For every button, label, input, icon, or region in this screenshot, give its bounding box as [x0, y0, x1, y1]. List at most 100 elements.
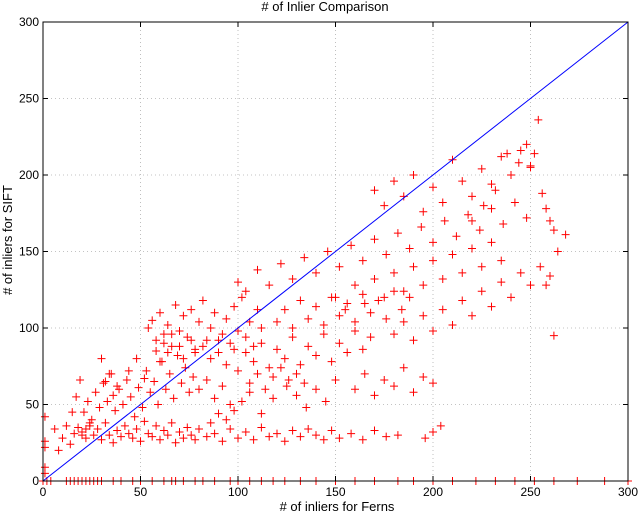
data-point [226, 424, 235, 433]
data-point [148, 316, 157, 325]
data-point [284, 376, 293, 385]
data-point [253, 265, 262, 274]
data-point [399, 317, 408, 326]
data-point [154, 400, 163, 409]
data-point [561, 230, 570, 239]
data-point [351, 385, 359, 394]
data-point [134, 383, 143, 392]
data-point [241, 287, 250, 296]
data-point [218, 437, 227, 446]
data-point [304, 424, 313, 433]
data-point [152, 346, 161, 355]
data-point [458, 177, 467, 186]
data-point [319, 435, 328, 444]
data-point [210, 308, 219, 317]
data-point [276, 259, 285, 268]
data-point [477, 287, 486, 296]
data-point [382, 314, 391, 323]
data-point [140, 374, 149, 383]
data-point [477, 164, 486, 173]
data-point [91, 388, 100, 397]
data-point [382, 250, 391, 259]
data-point [304, 342, 313, 351]
data-point [150, 377, 159, 386]
data-point [542, 281, 551, 290]
data-point [549, 226, 558, 235]
data-point [335, 339, 344, 348]
data-point [390, 268, 398, 277]
y-tick-label: 300 [19, 15, 39, 29]
data-point [218, 330, 227, 339]
data-point [195, 424, 203, 433]
data-point [101, 418, 110, 427]
data-point [40, 437, 49, 446]
data-point [265, 363, 274, 372]
data-point [93, 424, 102, 433]
data-point [380, 376, 389, 385]
data-point [360, 369, 369, 378]
data-point [105, 369, 114, 378]
data-point [122, 376, 131, 385]
data-point [118, 400, 127, 409]
data-point [195, 317, 203, 326]
data-point [226, 339, 235, 348]
data-point [273, 345, 281, 354]
data-point [526, 281, 535, 290]
data-point [510, 198, 519, 207]
data-point [269, 394, 278, 403]
data-point [187, 305, 196, 314]
data-point [89, 431, 98, 440]
reference-line-y-equals-x [42, 21, 629, 482]
data-point [409, 388, 418, 397]
data-point [282, 382, 291, 391]
chart-title: # of Inlier Comparison [261, 0, 388, 14]
data-point [237, 397, 246, 406]
data-point [526, 163, 535, 172]
data-point [249, 357, 258, 366]
data-point [202, 432, 211, 441]
data-point [436, 421, 445, 430]
data-point [534, 115, 543, 124]
data-point [230, 302, 239, 311]
data-point [366, 333, 375, 342]
data-point [136, 437, 145, 446]
data-point [230, 406, 239, 415]
data-point [522, 213, 531, 222]
data-point [452, 232, 461, 241]
data-point [280, 305, 289, 314]
data-point [273, 429, 281, 438]
data-point [161, 385, 170, 394]
data-point [468, 192, 476, 201]
data-point [341, 305, 350, 314]
data-point [438, 305, 447, 314]
data-point [304, 314, 313, 323]
data-point [468, 311, 476, 320]
data-point [300, 379, 309, 388]
data-point [399, 287, 408, 296]
data-point [62, 421, 71, 430]
data-point [292, 391, 301, 400]
y-tick-label: 150 [19, 245, 39, 259]
data-point [40, 463, 49, 472]
data-point [78, 431, 86, 440]
data-point [438, 275, 447, 284]
data-point [152, 421, 161, 430]
data-point [113, 426, 122, 435]
data-point [370, 235, 379, 244]
data-point [419, 372, 428, 381]
data-point [234, 278, 242, 287]
data-point [312, 302, 320, 311]
data-point [312, 431, 320, 440]
data-point [113, 382, 122, 391]
data-point [343, 299, 352, 308]
y-tick-label: 250 [19, 92, 39, 106]
data-point [507, 293, 515, 302]
data-point [191, 435, 200, 444]
data-point [477, 262, 486, 271]
data-point [245, 379, 254, 388]
data-point [397, 305, 406, 314]
data-point [393, 229, 402, 238]
data-point [487, 204, 496, 213]
data-point [516, 268, 525, 277]
data-point [54, 446, 63, 455]
